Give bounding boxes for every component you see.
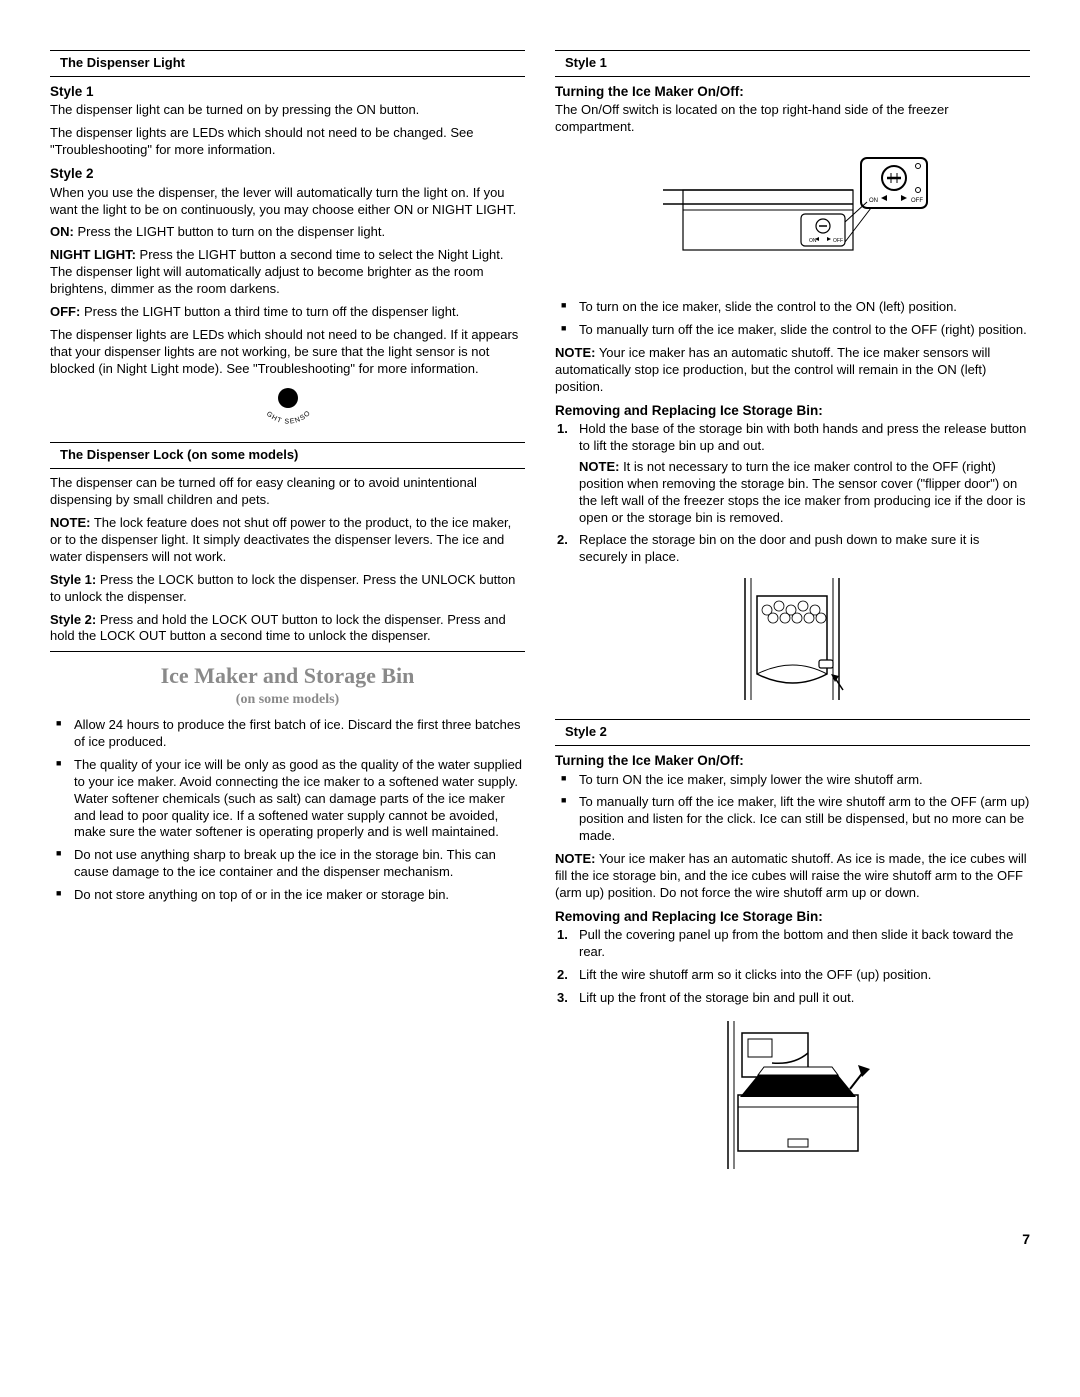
body-text: The dispenser light can be turned on by … [50,102,525,119]
box-title: The Dispenser Lock (on some models) [50,447,525,464]
list-item: To manually turn off the ice maker, slid… [555,322,1030,339]
heading-remove-replace: Removing and Replacing Ice Storage Bin: [555,908,1030,926]
list-item: The quality of your ice will be only as … [50,757,525,841]
label-off: OFF: [50,304,80,319]
bullet-list: To turn on the ice maker, slide the cont… [555,299,1030,339]
body-text: The dispenser can be turned off for easy… [50,475,525,509]
label-night-light: NIGHT LIGHT: [50,247,136,262]
box-title: Style 1 [555,55,1030,72]
list-marker: 2. [557,532,568,549]
box-title: The Dispenser Light [50,55,525,72]
figure-switch: ON OFF ON OFF [555,144,1030,289]
body-text: Hold the base of the storage bin with bo… [579,421,1026,453]
light-sensor-figure: LIGHT SENSOR [50,384,525,435]
box-dispenser-light: The Dispenser Light [50,50,525,77]
box-style2: Style 2 [555,719,1030,746]
body-text: When you use the dispenser, the lever wi… [50,185,525,219]
label-note: NOTE: [555,345,595,360]
body-text: Press the LOCK button to lock the dispen… [50,572,515,604]
body-text: The lock feature does not shut off power… [50,515,511,564]
body-text: Your ice maker has an automatic shutoff.… [555,345,990,394]
page-number: 7 [50,1230,1030,1248]
figure-ice-bin [555,574,1030,709]
label-on: ON: [50,224,74,239]
storage-bin-pull-icon [698,1015,888,1175]
page-content: The Dispenser Light Style 1 The dispense… [50,50,1030,1190]
divider [50,651,525,652]
list-marker: 3. [557,990,568,1007]
figure-storage-bin-pull [555,1015,1030,1180]
body-text: Your ice maker has an automatic shutoff.… [555,851,1027,900]
list-item: Do not use anything sharp to break up th… [50,847,525,881]
list-item: To turn on the ice maker, slide the cont… [555,299,1030,316]
numbered-list: 1. Pull the covering panel up from the bo… [555,927,1030,1007]
box-dispenser-lock: The Dispenser Lock (on some models) [50,442,525,469]
svg-text:OFF: OFF [911,198,923,204]
label-note: NOTE: [579,459,619,474]
list-item: Do not store anything on top of or in th… [50,887,525,904]
body-text: Lift up the front of the storage bin and… [579,990,854,1005]
heading-turning-onoff: Turning the Ice Maker On/Off: [555,83,1030,101]
body-text: NOTE: Your ice maker has an automatic sh… [555,851,1030,902]
body-text: Pull the covering panel up from the bott… [579,927,1013,959]
box-title: Style 2 [555,724,1030,741]
body-text: NIGHT LIGHT: Press the LIGHT button a se… [50,247,525,298]
body-text: The On/Off switch is located on the top … [555,102,1030,136]
list-item: To manually turn off the ice maker, lift… [555,794,1030,845]
label-style2: Style 2: [50,612,96,627]
body-text: Style 2: Press and hold the LOCK OUT but… [50,612,525,646]
section-title: Ice Maker and Storage Bin [50,662,525,691]
label-style1: Style 1: [50,572,96,587]
list-item: 3. Lift up the front of the storage bin a… [555,990,1030,1007]
body-text: Style 1: Press the LOCK button to lock t… [50,572,525,606]
list-marker: 1. [557,421,568,438]
body-text: Lift the wire shutoff arm so it clicks i… [579,967,931,982]
heading-style1: Style 1 [50,83,525,101]
body-text: Press the LIGHT button a third time to t… [80,304,459,319]
body-text: The dispenser lights are LEDs which shou… [50,327,525,378]
body-text: NOTE: It is not necessary to turn the ic… [579,459,1030,527]
body-text: ON: Press the LIGHT button to turn on th… [50,224,525,241]
right-column: Style 1 Turning the Ice Maker On/Off: Th… [555,50,1030,1190]
light-sensor-icon: LIGHT SENSOR [258,384,318,430]
label-note: NOTE: [50,515,90,530]
heading-remove-replace: Removing and Replacing Ice Storage Bin: [555,402,1030,420]
body-text: Press the LIGHT button to turn on the di… [74,224,385,239]
section-subtitle: (on some models) [50,691,525,709]
body-text: NOTE: Your ice maker has an automatic sh… [555,345,1030,396]
switch-diagram-icon: ON OFF ON OFF [643,144,943,284]
heading-style2: Style 2 [50,165,525,183]
list-marker: 2. [557,967,568,984]
list-item: To turn ON the ice maker, simply lower t… [555,772,1030,789]
body-text: NOTE: The lock feature does not shut off… [50,515,525,566]
list-item: 1. Pull the covering panel up from the bo… [555,927,1030,961]
body-text: OFF: Press the LIGHT button a third time… [50,304,525,321]
list-marker: 1. [557,927,568,944]
numbered-list: 1. Hold the base of the storage bin with… [555,421,1030,566]
bullet-list: Allow 24 hours to produce the first batc… [50,717,525,904]
body-text: Press and hold the LOCK OUT button to lo… [50,612,506,644]
svg-text:ON: ON [869,198,878,204]
box-style1: Style 1 [555,50,1030,77]
ice-bin-icon [723,574,863,704]
list-item: 2. Replace the storage bin on the door a… [555,532,1030,566]
heading-turning-onoff: Turning the Ice Maker On/Off: [555,752,1030,770]
bullet-list: To turn ON the ice maker, simply lower t… [555,772,1030,846]
list-item: 2. Lift the wire shutoff arm so it clicks… [555,967,1030,984]
list-item: Allow 24 hours to produce the first batc… [50,717,525,751]
left-column: The Dispenser Light Style 1 The dispense… [50,50,525,1190]
list-item: 1. Hold the base of the storage bin with… [555,421,1030,526]
svg-text:OFF: OFF [833,238,843,244]
body-text: Replace the storage bin on the door and … [579,532,979,564]
body-text: The dispenser lights are LEDs which shou… [50,125,525,159]
label-note: NOTE: [555,851,595,866]
body-text: It is not necessary to turn the ice make… [579,459,1026,525]
